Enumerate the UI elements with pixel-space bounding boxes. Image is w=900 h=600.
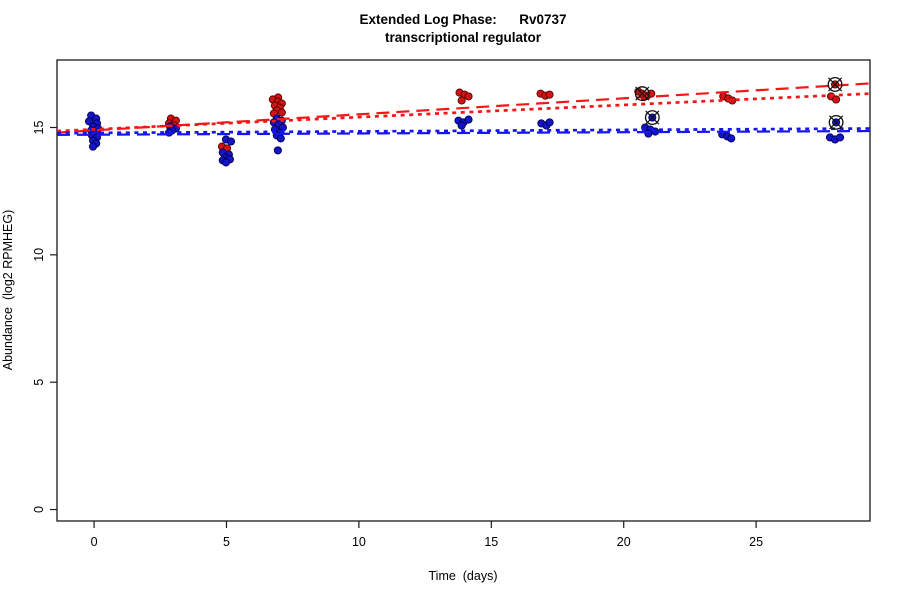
data-point <box>545 90 554 99</box>
outlier-circle-marker <box>634 86 650 102</box>
x-tick-label: 20 <box>617 535 631 549</box>
chart-title-line2: transcriptional regulator <box>385 30 542 45</box>
blue-dotted-fit <box>56 127 871 135</box>
red-longdash-fit <box>56 82 871 134</box>
y-tick-label: 10 <box>32 248 46 262</box>
y-tick-label: 5 <box>32 379 46 386</box>
data-point <box>88 142 98 151</box>
x-axis-title: Time (days) <box>429 569 498 583</box>
outlier-cross-line <box>635 86 650 101</box>
outlier-circle-marker <box>644 110 660 126</box>
data-point <box>226 137 236 146</box>
data-point <box>221 158 231 167</box>
x-tick-label: 25 <box>749 535 763 549</box>
chart-title-line1: Extended Log Phase: Rv0737 <box>359 12 566 27</box>
data-point <box>457 96 466 105</box>
data-point <box>464 115 473 124</box>
blue-longdash-fit <box>56 129 871 136</box>
outlier-circle-marker <box>827 77 843 92</box>
plot-border <box>56 59 871 522</box>
x-tick-label: 0 <box>91 535 98 549</box>
data-point <box>277 108 286 117</box>
outlier-cross-line <box>645 110 660 125</box>
data-point <box>832 95 841 104</box>
red-dotted-fit <box>56 92 871 133</box>
x-tick-label: 5 <box>223 535 230 549</box>
data-point <box>276 134 285 143</box>
y-axis-title: Abundance (log2 RPMHEG) <box>1 210 15 371</box>
data-point <box>545 118 554 127</box>
y-tick-label: 0 <box>32 506 46 513</box>
data-point <box>727 134 736 143</box>
data-point <box>273 146 282 155</box>
y-tick-label: 15 <box>32 120 46 134</box>
data-point <box>457 121 466 130</box>
outlier-cross-line <box>828 77 843 92</box>
x-tick-label: 15 <box>484 535 498 549</box>
outlier-circle-marker <box>828 114 844 130</box>
x-tick-label: 10 <box>352 535 366 549</box>
data-point <box>836 133 845 142</box>
data-point <box>464 92 473 101</box>
plot-area: 0 5 10 15 20 25 0 5 10 15 <box>32 59 871 549</box>
outlier-cross-line <box>829 115 844 130</box>
